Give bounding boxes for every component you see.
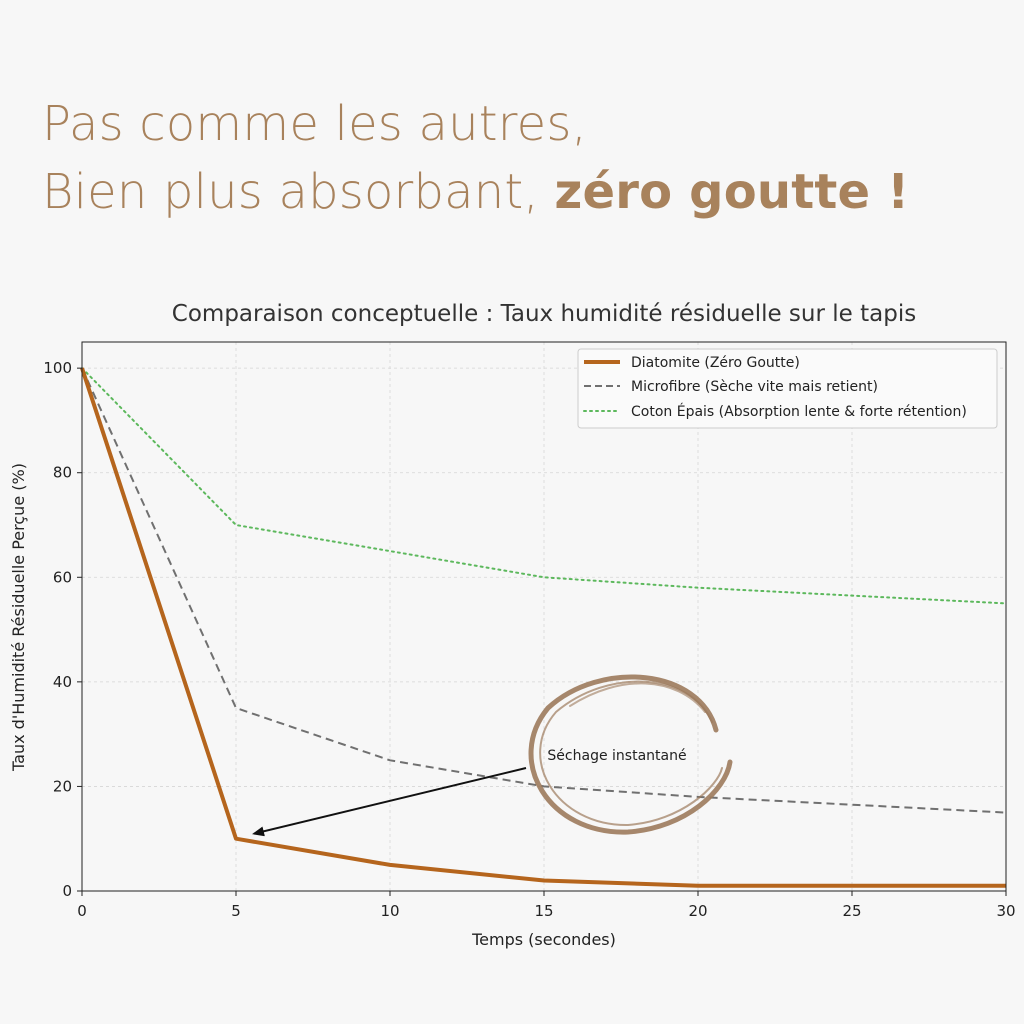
- y-tick-label: 40: [53, 673, 72, 691]
- y-tick-label: 100: [43, 359, 72, 377]
- x-tick-label: 15: [534, 902, 553, 920]
- headline-line-1: Pas comme les autres,: [42, 96, 587, 152]
- series-line-coton: [81, 367, 1007, 605]
- legend-box: [577, 348, 998, 429]
- y-tick-label: 80: [53, 464, 72, 482]
- headline: Pas comme les autres, Bien plus absorban…: [42, 90, 909, 226]
- x-tick-label: 10: [380, 902, 399, 920]
- annotation-label: Séchage instantané: [547, 748, 686, 764]
- annotation: Séchage instantané: [252, 674, 733, 837]
- y-axis-label: Taux d'Humidité Résiduelle Perçue (%): [9, 463, 28, 772]
- x-tick-label: 20: [688, 902, 707, 920]
- legend-label-microfibre: Microfibre (Sèche vite mais retient): [631, 379, 878, 395]
- legend: Diatomite (Zéro Goutte) Microfibre (Sèch…: [577, 348, 998, 429]
- headline-line-2-regular: Bien plus absorbant,: [42, 164, 555, 220]
- series-lines: [80, 367, 1007, 888]
- x-tick-label: 25: [842, 902, 861, 920]
- legend-label-diatomite: Diatomite (Zéro Goutte): [631, 355, 800, 371]
- series-line-microfibre: [81, 367, 1007, 814]
- headline-line-2: Bien plus absorbant, zéro goutte !: [42, 158, 909, 226]
- x-tick-label: 30: [996, 902, 1015, 920]
- annotation-arrow: [252, 767, 527, 837]
- axis-ticks: 0 5 10 15 20 25 30 0 20 40 60 80 100: [43, 359, 1015, 920]
- annotation-circle: [528, 674, 733, 835]
- legend-label-coton: Coton Épais (Absorption lente & forte ré…: [631, 403, 967, 420]
- y-tick-label: 0: [62, 882, 72, 900]
- headline-line-2-bold: zéro goutte !: [554, 164, 910, 220]
- x-tick-label: 0: [77, 902, 87, 920]
- y-tick-label: 60: [53, 568, 72, 586]
- y-tick-label: 20: [53, 777, 72, 795]
- chart-title: Comparaison conceptuelle : Taux humidité…: [172, 301, 916, 327]
- x-axis-label: Temps (secondes): [471, 930, 616, 949]
- x-tick-label: 5: [231, 902, 241, 920]
- series-line-diatomite: [80, 367, 1006, 888]
